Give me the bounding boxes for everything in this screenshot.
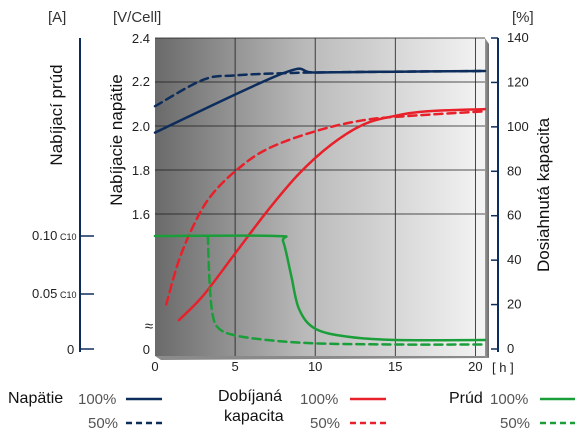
legend-group-voltage: Napätie 100% 50% xyxy=(8,390,162,432)
series-group xyxy=(153,67,487,346)
legend: Napätie 100% 50% Dobíjaná kapacita 100% … xyxy=(8,388,575,432)
capacity-axis-ticks: 140 120 100 80 60 40 20 0 xyxy=(491,30,529,356)
legend-capacity-100: 100% xyxy=(300,391,338,408)
capacity-tick-label-60: 60 xyxy=(507,208,521,223)
series-line-1-nap-tie-50- xyxy=(153,69,487,108)
current-axis-tick-005: 0.05 C10 xyxy=(32,286,94,301)
capacity-axis-title: Dosiahnutá kapacita xyxy=(534,117,553,272)
x-tick-label-20: 20 xyxy=(468,359,482,374)
legend-current-100: 100% xyxy=(490,391,528,408)
legend-capacity-name-line2: kapacita xyxy=(224,408,284,425)
axis-break-symbol: ≈ xyxy=(145,318,153,335)
legend-group-current: Prúd 100% 50% xyxy=(449,390,575,432)
series-line-2-dob-jan-kapacita-100- xyxy=(177,107,487,322)
capacity-tick-label-40: 40 xyxy=(507,252,521,267)
voltage-tick-label-2.0: 2.0 xyxy=(132,119,150,134)
grid-lines xyxy=(155,37,485,356)
series-line-3-dob-jan-kapacita-50- xyxy=(164,110,487,306)
legend-current-name: Prúd xyxy=(449,390,483,407)
current-tick-label-005: 0.05 xyxy=(32,286,57,301)
capacity-tick-label-100: 100 xyxy=(507,119,529,134)
current-axis-unit: [A] xyxy=(48,9,66,26)
x-axis-unit: [ h ] xyxy=(492,360,514,375)
voltage-tick-label-2.2: 2.2 xyxy=(132,74,150,89)
current-axis-tick-010: 0.10 C10 xyxy=(32,228,94,243)
x-tick-label-0: 0 xyxy=(151,359,158,374)
x-tick-label-15: 15 xyxy=(388,359,402,374)
series-line-4-pr-d-100- xyxy=(153,234,487,342)
x-tick-label-5: 5 xyxy=(231,359,238,374)
capacity-axis-unit: [%] xyxy=(512,9,534,26)
capacity-tick-label-80: 80 xyxy=(507,163,521,178)
voltage-axis-title: Nabíjacie napätie xyxy=(107,74,126,205)
x-axis-ticks: 0 5 10 15 20 xyxy=(151,359,482,374)
capacity-tick-label-0: 0 xyxy=(507,341,514,356)
current-tick-sub-010: C10 xyxy=(60,232,77,242)
x-tick-label-10: 10 xyxy=(308,359,322,374)
legend-voltage-50: 50% xyxy=(88,415,118,432)
legend-voltage-name: Napätie xyxy=(8,390,63,407)
voltage-tick-label-1.8: 1.8 xyxy=(132,163,150,178)
series-line-5-pr-d-50- xyxy=(206,234,487,346)
legend-current-50: 50% xyxy=(500,415,530,432)
legend-capacity-50: 50% xyxy=(310,415,340,432)
current-tick-label-0: 0 xyxy=(67,342,74,357)
voltage-axis-unit: [V/Cell] xyxy=(113,9,161,26)
capacity-tick-label-140: 140 xyxy=(507,30,529,45)
current-axis-title: Nabíjací prúd xyxy=(47,64,66,165)
current-tick-sub-005: C10 xyxy=(60,290,77,300)
plot-area xyxy=(155,38,485,356)
capacity-tick-label-120: 120 xyxy=(507,74,529,89)
voltage-tick-label-0: 0 xyxy=(143,342,150,357)
current-tick-label-010: 0.10 xyxy=(32,228,57,243)
plot-depth-edge xyxy=(485,38,489,358)
legend-group-capacity: Dobíjaná kapacita 100% 50% xyxy=(218,388,386,432)
legend-capacity-name-line1: Dobíjaná xyxy=(218,388,282,405)
voltage-tick-label-1.6: 1.6 xyxy=(132,207,150,222)
legend-voltage-100: 100% xyxy=(78,391,116,408)
voltage-tick-label-2.4: 2.4 xyxy=(132,31,150,46)
plot-bottom-edge xyxy=(155,356,489,360)
capacity-tick-label-20: 20 xyxy=(507,297,521,312)
current-axis-tick-0: 0 xyxy=(67,342,94,357)
